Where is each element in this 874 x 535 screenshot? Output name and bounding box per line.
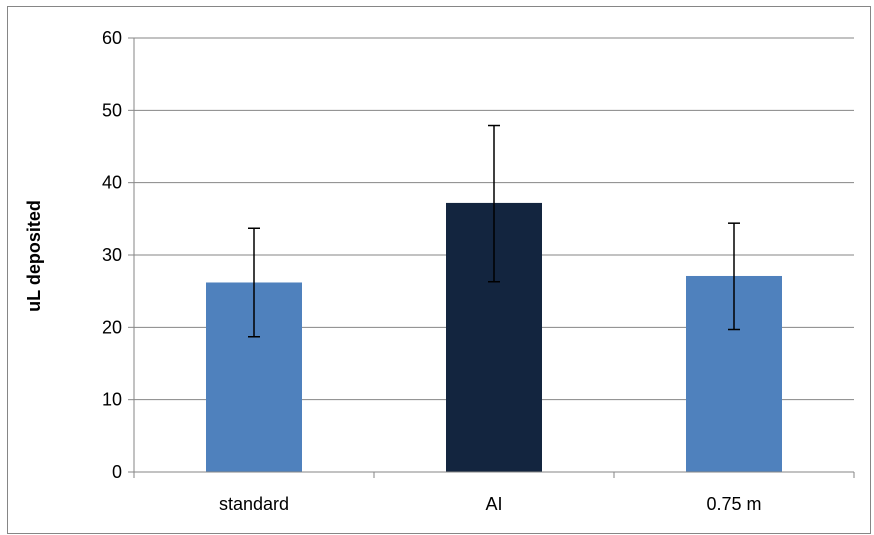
x-tick-label: AI (485, 494, 502, 514)
y-tick-label: 10 (102, 390, 122, 410)
x-tick-label: 0.75 m (706, 494, 761, 514)
y-tick-label: 60 (102, 28, 122, 48)
x-tick-label: standard (219, 494, 289, 514)
y-axis-title: uL deposited (24, 200, 44, 312)
y-tick-label: 50 (102, 100, 122, 120)
error-bars (248, 124, 740, 338)
y-tick-label: 20 (102, 317, 122, 337)
x-tick-labels: standard AI 0.75 m (219, 494, 762, 514)
y-tick-labels: 0 10 20 30 40 50 60 (102, 28, 122, 482)
y-tick-label: 40 (102, 173, 122, 193)
axes (128, 37, 855, 478)
y-tick-label: 30 (102, 245, 122, 265)
y-tick-label: 0 (112, 462, 122, 482)
